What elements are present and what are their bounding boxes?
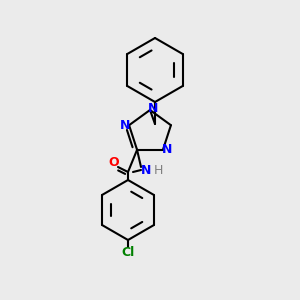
Text: O: O — [109, 155, 119, 169]
Text: N: N — [141, 164, 151, 176]
Text: N: N — [120, 119, 130, 132]
Text: N: N — [162, 143, 172, 156]
Text: H: H — [153, 164, 163, 176]
Text: N: N — [148, 101, 158, 115]
Text: Cl: Cl — [122, 245, 135, 259]
